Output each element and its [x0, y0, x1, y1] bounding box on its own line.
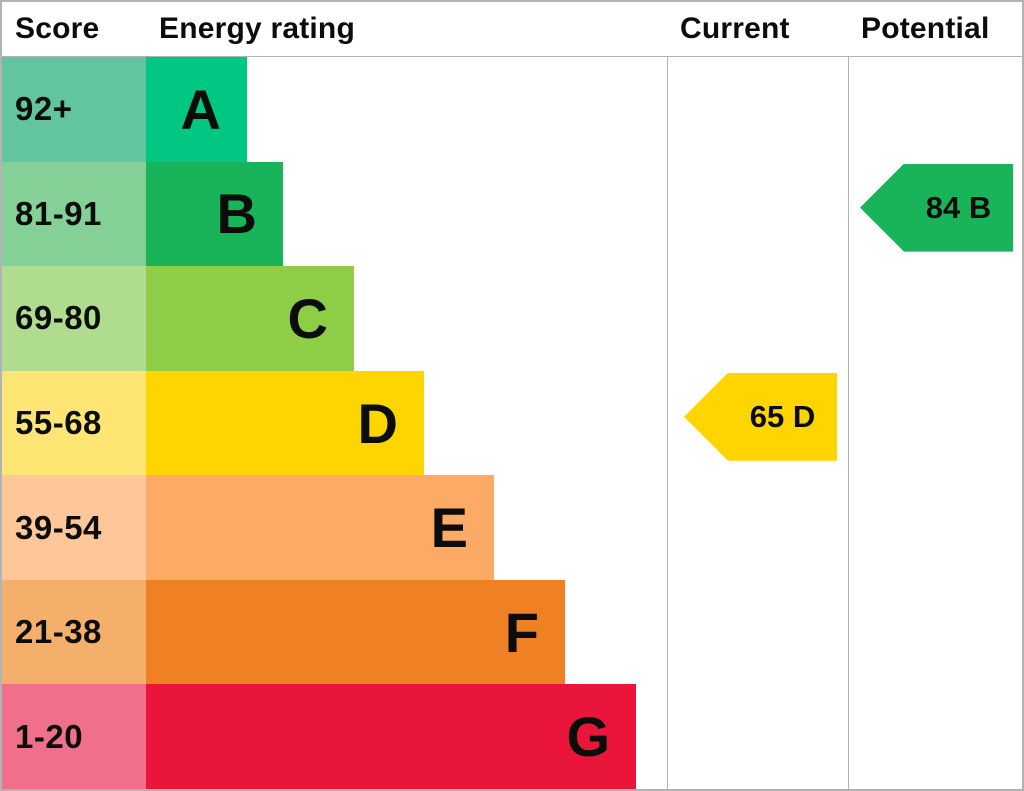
rating-bar: D [146, 370, 424, 476]
score-range: 39-54 [2, 475, 146, 580]
header-potential: Potential [861, 12, 990, 45]
score-range: 81-91 [2, 161, 146, 267]
band-row-d: 55-68 D [2, 370, 1022, 476]
table-header: Score Energy rating Current Potential [2, 2, 1022, 57]
band-row-c: 69-80 C [2, 266, 1022, 371]
rating-bar: B [146, 161, 283, 267]
rating-letter: F [504, 600, 539, 664]
rating-letter: B [216, 182, 257, 246]
current-rating-label: 65 D [749, 398, 816, 434]
potential-rating-label: 84 B [925, 189, 992, 225]
rating-bar: C [146, 266, 354, 371]
score-range: 21-38 [2, 579, 146, 685]
band-row-e: 39-54 E [2, 475, 1022, 580]
rating-letter: E [430, 496, 468, 560]
divider-current-column [667, 2, 668, 789]
rating-bar: E [146, 475, 494, 580]
band-row-a: 92+ A [2, 57, 1022, 162]
potential-rating-arrow: 84 B [860, 163, 1013, 252]
rating-letter: A [180, 77, 221, 141]
rating-bar: F [146, 579, 565, 685]
rating-letter: G [566, 705, 610, 769]
rating-bar: A [146, 57, 247, 162]
header-score: Score [15, 12, 100, 45]
header-energy-rating: Energy rating [159, 12, 355, 45]
rating-letter: D [357, 391, 398, 455]
score-range: 69-80 [2, 266, 146, 371]
rating-bands: 92+ A 81-91 B 69-80 C 55-68 D 39-54 E 21… [2, 57, 1022, 789]
band-row-b: 81-91 B [2, 161, 1022, 267]
rating-letter: C [287, 286, 328, 350]
score-range: 92+ [2, 57, 146, 162]
header-current: Current [680, 12, 790, 45]
band-row-f: 21-38 F [2, 579, 1022, 685]
score-range: 1-20 [2, 684, 146, 789]
divider-potential-column [848, 2, 849, 789]
rating-bar: G [146, 684, 636, 789]
score-range: 55-68 [2, 370, 146, 476]
band-row-g: 1-20 G [2, 684, 1022, 789]
